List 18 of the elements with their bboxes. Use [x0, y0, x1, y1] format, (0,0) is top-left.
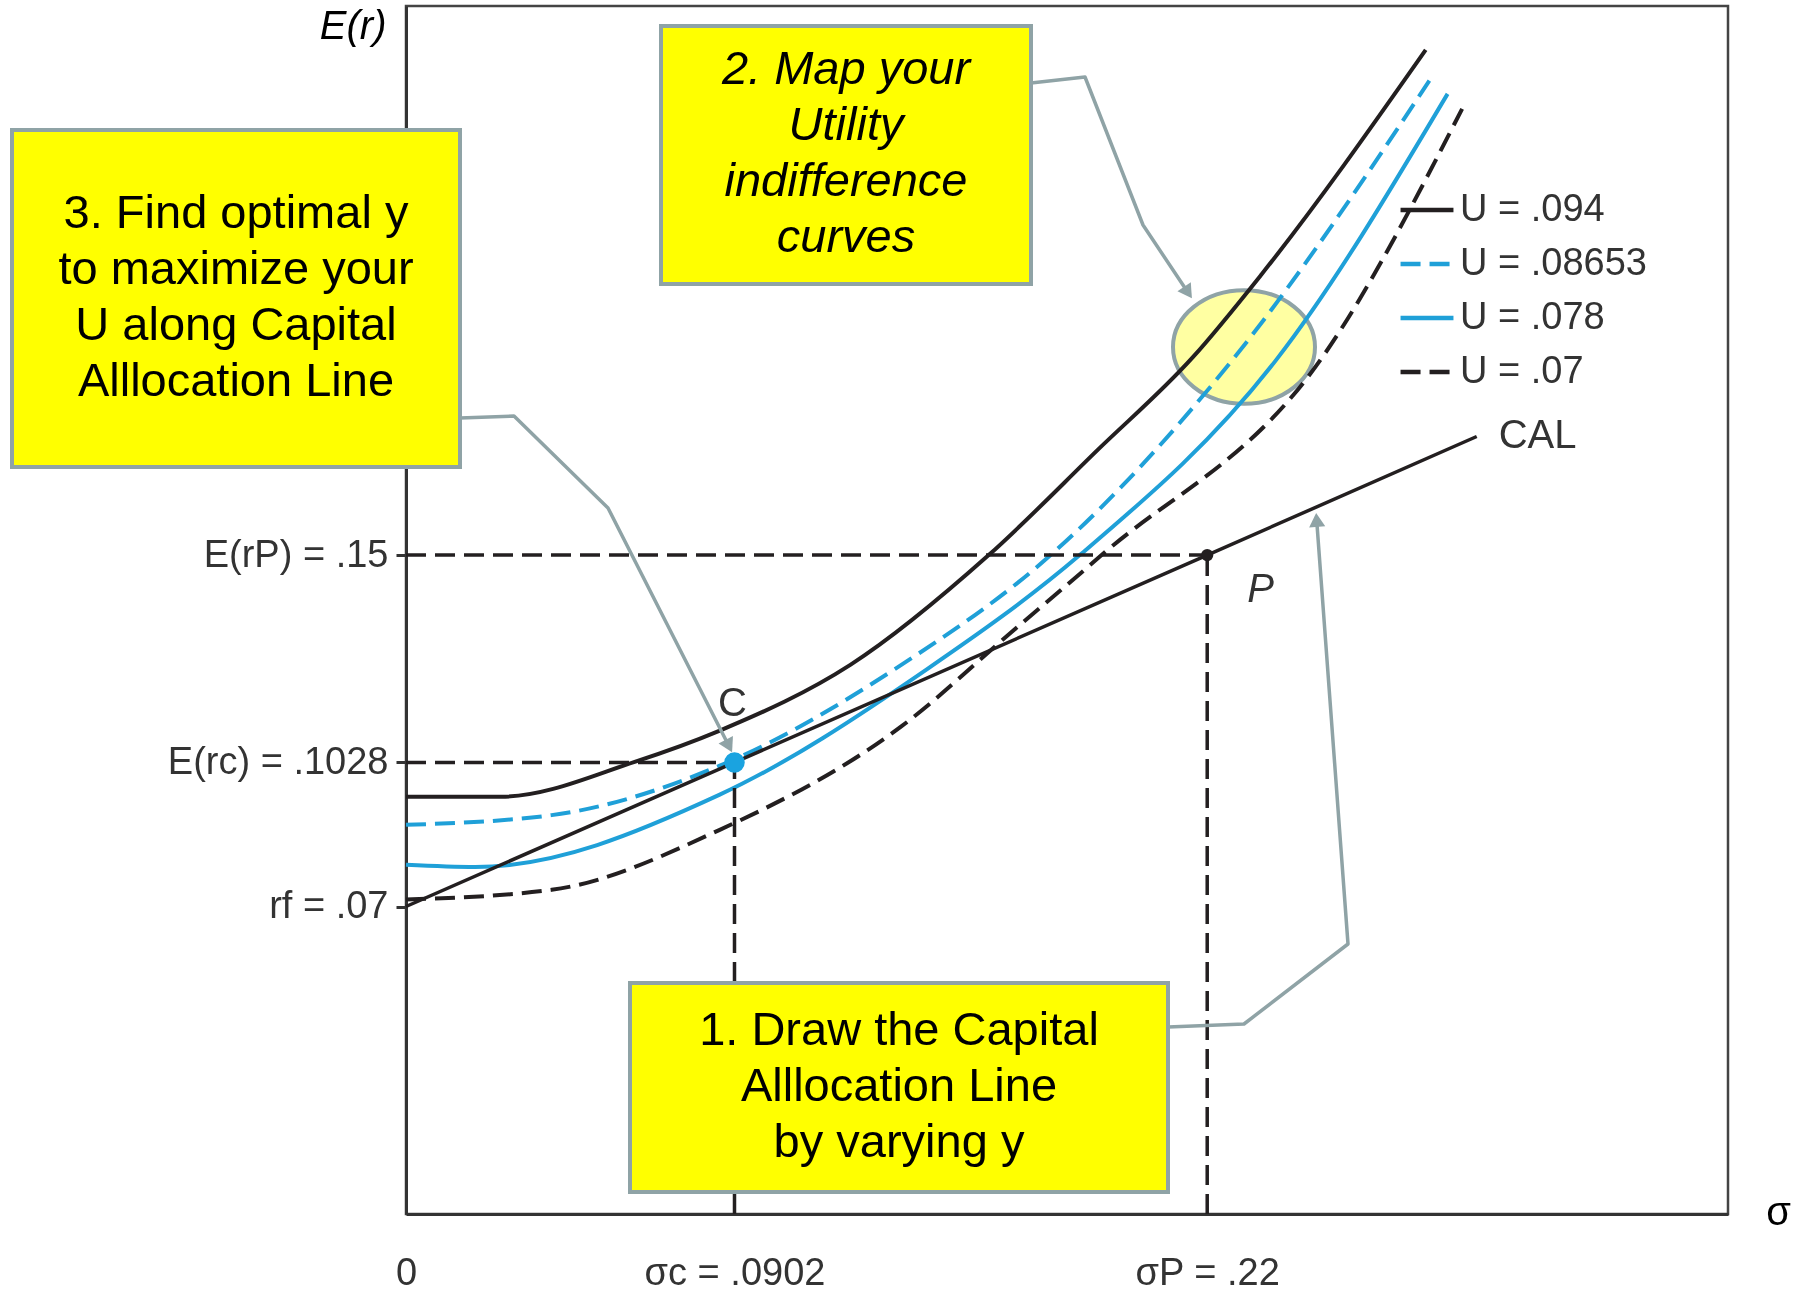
- y-axis-title: E(r): [319, 2, 387, 47]
- x-tick-label: σP = .22: [1135, 1250, 1280, 1293]
- legend-label: U = .08653: [1460, 241, 1647, 283]
- x-axis-title: σ: [1766, 1188, 1792, 1233]
- y-tick-label: E(rP) = .15: [203, 532, 389, 575]
- legend-label: U = .078: [1460, 295, 1605, 337]
- x-tick-label: 0: [395, 1250, 418, 1293]
- y-tick-label: rf = .07: [269, 884, 389, 927]
- annotation: P: [1247, 566, 1275, 611]
- annotation: CAL: [1498, 412, 1577, 457]
- y-tick-label: E(rc) = .1028: [167, 739, 389, 782]
- annotation: 3. Find optimal y to maximize your U along Capital Alllocation Line: [58, 184, 414, 406]
- annotation: C: [718, 680, 747, 725]
- legend-label: U = .094: [1460, 187, 1605, 229]
- annotation: 1. Draw the Capital Alllocation Line by varying y: [699, 1001, 1099, 1167]
- annotation: 2. Map your Utility indifference curves: [720, 41, 973, 262]
- legend-label: U = .07: [1460, 349, 1584, 391]
- x-tick-label: σc = .0902: [644, 1250, 826, 1293]
